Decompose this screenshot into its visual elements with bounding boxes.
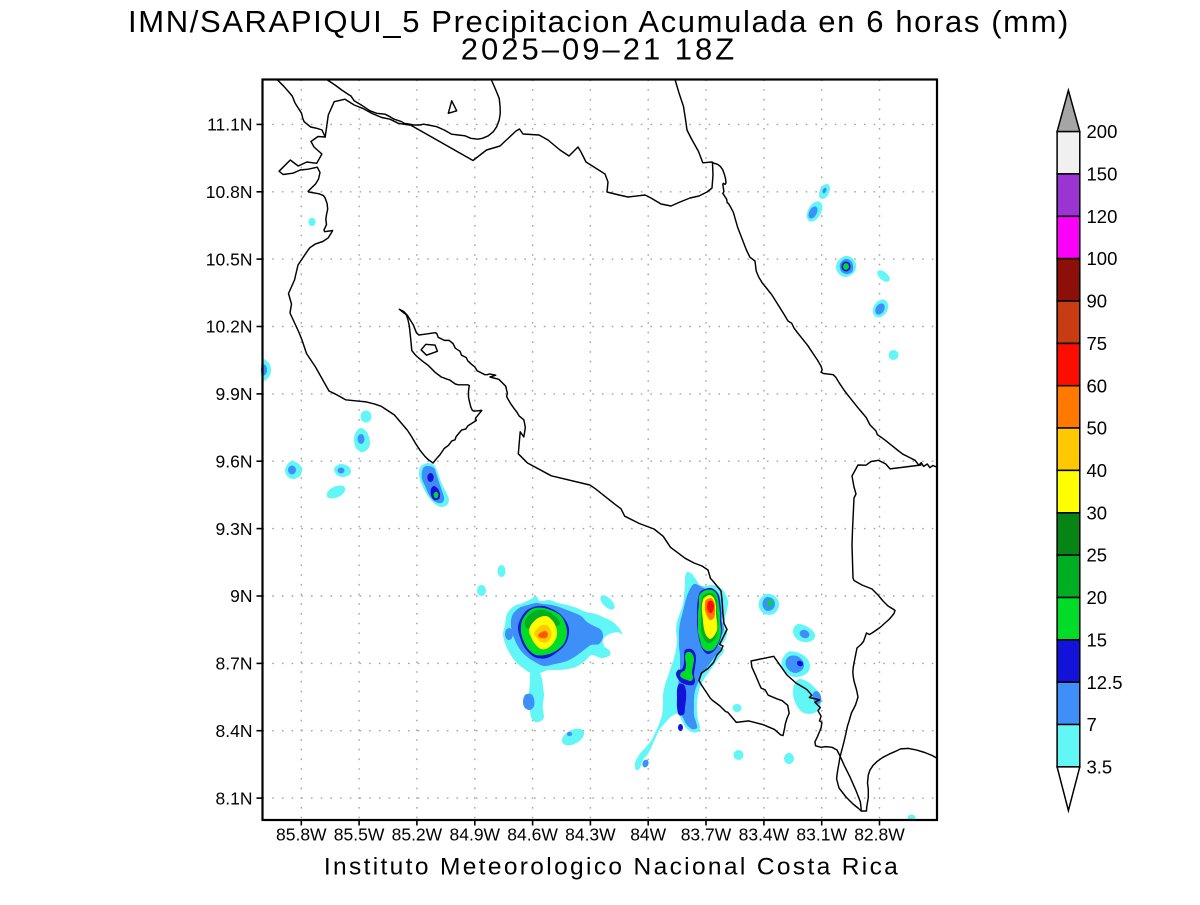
- svg-text:10.2N: 10.2N: [206, 317, 253, 337]
- svg-text:10.5N: 10.5N: [206, 249, 253, 269]
- svg-text:9.3N: 9.3N: [216, 519, 253, 539]
- svg-text:15: 15: [1087, 629, 1108, 650]
- svg-text:50: 50: [1087, 418, 1108, 439]
- svg-text:30: 30: [1087, 502, 1108, 523]
- svg-text:7: 7: [1087, 714, 1097, 735]
- svg-text:8.7N: 8.7N: [216, 654, 253, 674]
- svg-text:85.5W: 85.5W: [334, 825, 385, 845]
- svg-text:60: 60: [1087, 375, 1108, 396]
- svg-text:85.8W: 85.8W: [276, 825, 327, 845]
- svg-text:83.7W: 83.7W: [681, 825, 732, 845]
- svg-text:83.1W: 83.1W: [796, 825, 847, 845]
- svg-text:83.4W: 83.4W: [739, 825, 790, 845]
- svg-text:90: 90: [1087, 291, 1108, 312]
- svg-text:84W: 84W: [630, 825, 666, 845]
- svg-text:2025–09–21 18Z: 2025–09–21 18Z: [461, 32, 737, 67]
- svg-text:75: 75: [1087, 333, 1108, 354]
- svg-text:25: 25: [1087, 545, 1108, 566]
- svg-text:20: 20: [1087, 587, 1108, 608]
- svg-text:11.1N: 11.1N: [207, 115, 252, 135]
- svg-text:84.6W: 84.6W: [507, 825, 558, 845]
- svg-text:8.1N: 8.1N: [216, 788, 253, 808]
- svg-text:40: 40: [1087, 460, 1108, 481]
- svg-text:9.6N: 9.6N: [216, 451, 253, 471]
- svg-text:82.8W: 82.8W: [854, 825, 905, 845]
- svg-text:Instituto Meteorologico Nacion: Instituto Meteorologico Nacional Costa R…: [324, 854, 900, 881]
- svg-text:100: 100: [1087, 248, 1118, 269]
- svg-text:200: 200: [1087, 121, 1118, 142]
- svg-text:3.5: 3.5: [1087, 757, 1113, 778]
- svg-text:150: 150: [1087, 164, 1118, 185]
- svg-text:84.9W: 84.9W: [450, 825, 501, 845]
- svg-text:10.8N: 10.8N: [206, 182, 253, 202]
- svg-text:12.5: 12.5: [1087, 672, 1123, 693]
- svg-text:8.4N: 8.4N: [216, 721, 253, 741]
- svg-text:IMN/SARAPIQUI_5 Precipitacion: IMN/SARAPIQUI_5 Precipitacion Acumulada …: [128, 4, 1070, 39]
- svg-text:84.3W: 84.3W: [565, 825, 616, 845]
- svg-text:85.2W: 85.2W: [392, 825, 443, 845]
- svg-text:9N: 9N: [230, 586, 252, 606]
- svg-text:120: 120: [1087, 206, 1118, 227]
- svg-text:9.9N: 9.9N: [216, 384, 253, 404]
